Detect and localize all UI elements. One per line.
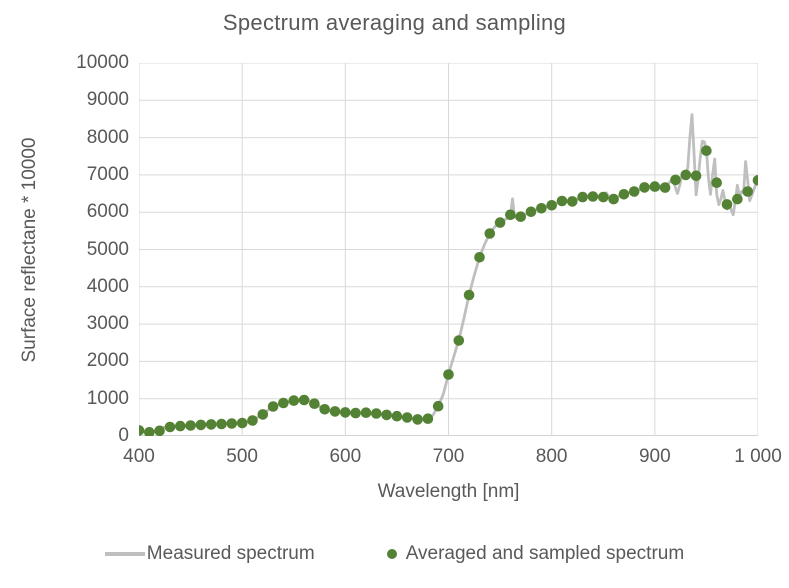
y-tick-label: 5000: [86, 238, 129, 260]
plot-canvas: [139, 63, 758, 436]
measured-line-swatch: [104, 552, 145, 556]
sampled-point: [205, 419, 217, 430]
sampled-point: [701, 145, 712, 156]
sampled-point: [546, 200, 557, 211]
sampled-point: [505, 209, 516, 221]
sampled-point: [257, 409, 269, 420]
sampled-dot-swatch: [386, 549, 397, 559]
sampled-point: [577, 191, 588, 203]
sampled-point: [360, 407, 372, 419]
x-tick-label: 400: [123, 446, 155, 467]
sampled-point: [525, 206, 537, 218]
sampled-point: [711, 177, 722, 188]
sampled-point: [567, 196, 578, 207]
sampled-point: [247, 415, 258, 426]
sampled-point: [587, 191, 599, 202]
sampled-point: [474, 252, 485, 263]
x-tick-label: 1 000: [734, 446, 782, 467]
legend-label-measured: Measured spectrum: [146, 543, 315, 564]
sampled-point: [371, 408, 382, 419]
sampled-point: [556, 195, 568, 207]
sampled-point: [536, 203, 547, 214]
sampled-point: [329, 406, 341, 417]
plot-area: [139, 63, 758, 436]
x-tick-label: 700: [432, 446, 465, 467]
sampled-point: [278, 397, 289, 409]
sampled-point: [598, 191, 609, 203]
sampled-point: [154, 425, 165, 436]
sampled-point: [618, 189, 630, 200]
y-tick-label: 9000: [86, 89, 129, 111]
sampled-point: [309, 398, 320, 410]
sampled-point: [732, 193, 743, 205]
chart-title: Spectrum averaging and sampling: [222, 10, 567, 35]
sampled-point: [463, 289, 475, 301]
sampled-point: [484, 228, 496, 239]
sampled-point: [670, 174, 681, 186]
sampled-point: [164, 421, 176, 433]
y-tick-label: 3000: [86, 313, 129, 335]
x-axis-title: Wavelength [nm]: [377, 481, 520, 502]
sampled-point: [401, 412, 413, 423]
sampled-point: [288, 395, 300, 406]
sampled-point: [443, 369, 454, 380]
sampled-point: [453, 335, 465, 346]
y-tick-label: 8000: [86, 126, 129, 148]
sampled-point: [628, 186, 640, 197]
legend-item-sampled: Averaged and sampled spectrum: [386, 543, 685, 565]
sampled-point: [236, 417, 248, 429]
sampled-point: [216, 418, 227, 430]
sampled-point: [659, 182, 671, 193]
legend-item-measured: Measured spectrum: [104, 543, 315, 565]
y-tick-label: 4000: [86, 275, 129, 297]
y-tick-label: 10000: [76, 52, 129, 73]
sampled-point: [422, 413, 434, 425]
sampled-point: [649, 181, 661, 192]
sampled-point: [742, 186, 753, 197]
sampled-point: [752, 175, 758, 186]
sampled-point: [680, 169, 692, 181]
sampled-point: [515, 211, 526, 222]
sampled-point: [340, 407, 351, 418]
sampled-point: [226, 418, 238, 429]
sampled-point: [391, 410, 403, 422]
sampled-point: [432, 400, 444, 412]
sampled-point: [608, 193, 619, 205]
y-tick-label: 2000: [86, 350, 129, 372]
sampled-point: [175, 420, 186, 432]
sampled-point: [195, 419, 207, 431]
sampled-point: [494, 217, 506, 228]
sampled-point: [381, 409, 392, 421]
sampled-point: [267, 401, 279, 412]
sampled-point: [144, 427, 155, 436]
legend: Measured spectrum Averaged and sampled s…: [0, 543, 789, 565]
y-tick-label: 7000: [86, 163, 129, 185]
sampled-point: [639, 182, 650, 193]
sampled-point: [690, 170, 702, 182]
y-tick-label: 0: [118, 425, 129, 446]
y-tick-label: 1000: [86, 387, 129, 409]
sampled-point: [298, 394, 310, 406]
x-tick-label: 600: [329, 446, 362, 467]
sampled-point: [412, 414, 423, 425]
sampled-point: [139, 425, 145, 436]
sampled-point: [350, 407, 361, 419]
x-tick-label: 900: [638, 446, 671, 467]
x-tick-label: 800: [535, 446, 568, 467]
sampled-point: [319, 404, 330, 415]
legend-label-sampled: Averaged and sampled spectrum: [405, 543, 685, 564]
x-tick-label: 500: [226, 446, 258, 467]
sampled-point: [185, 420, 196, 431]
sampled-point: [721, 199, 733, 210]
y-tick-label: 6000: [86, 201, 129, 223]
